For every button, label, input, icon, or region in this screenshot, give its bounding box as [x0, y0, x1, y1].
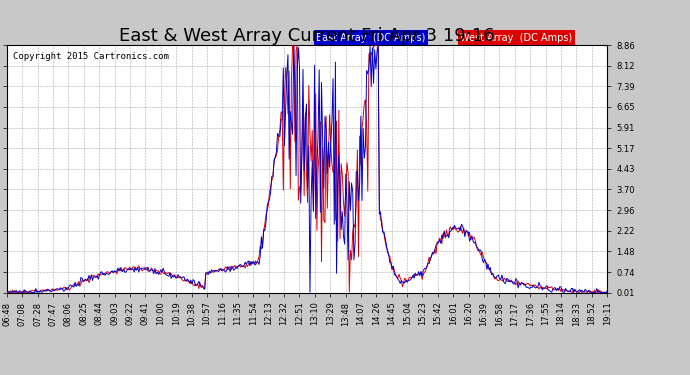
Text: East Array  (DC Amps): East Array (DC Amps) [316, 33, 426, 42]
Text: Copyright 2015 Cartronics.com: Copyright 2015 Cartronics.com [13, 53, 169, 62]
Title: East & West Array Current Fri Apr 3 19:16: East & West Array Current Fri Apr 3 19:1… [119, 27, 495, 45]
Text: West Array  (DC Amps): West Array (DC Amps) [460, 33, 573, 42]
